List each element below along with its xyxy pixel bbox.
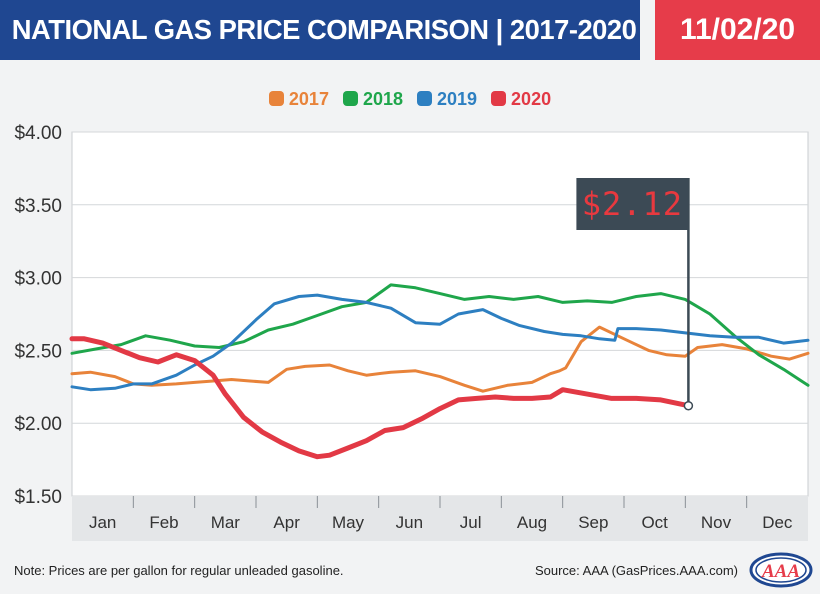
x-tick-label: Jun <box>396 513 423 532</box>
source-credit: Source: AAA (GasPrices.AAA.com) <box>534 563 738 578</box>
y-tick-label: $2.00 <box>14 414 62 435</box>
y-tick-label: $3.50 <box>14 196 62 217</box>
x-tick-label: Apr <box>273 513 300 532</box>
x-tick-label: Dec <box>762 513 793 532</box>
legend-label-2017: 2017 <box>288 89 329 109</box>
y-tick-label: $3.00 <box>14 269 62 290</box>
date-badge: 11/02/20 <box>655 0 820 60</box>
x-tick-label: Mar <box>211 513 241 532</box>
y-tick-label: $1.50 <box>14 487 62 508</box>
chart-title: NATIONAL GAS PRICE COMPARISON | 2017-202… <box>0 0 640 60</box>
x-tick-label: Oct <box>641 513 668 532</box>
callout-label: $2.12 <box>582 185 683 223</box>
x-tick-label: Sep <box>578 513 608 532</box>
legend-swatch-2020 <box>491 91 507 106</box>
callout-point <box>683 400 694 411</box>
x-tick-label: Feb <box>149 513 178 532</box>
x-tick-label: Aug <box>517 513 547 532</box>
footnote: Note: Prices are per gallon for regular … <box>14 563 344 578</box>
plot-area <box>71 131 809 497</box>
legend-item-2017: 2017 <box>268 86 329 112</box>
y-tick-label: $2.50 <box>14 341 62 362</box>
callout-box <box>576 178 689 230</box>
series-line-2019 <box>70 293 810 392</box>
legend: 2017 2018 2019 2020 <box>0 86 820 112</box>
legend-swatch-2017 <box>268 91 284 106</box>
legend-label-2020: 2020 <box>511 89 552 109</box>
y-tick-label: $4.00 <box>14 123 62 144</box>
legend-swatch-2019 <box>417 91 432 106</box>
x-tick-label: Nov <box>701 513 732 532</box>
aaa-logo-text: AAA <box>761 561 800 582</box>
x-tick-label: May <box>332 513 365 532</box>
series-line-2020 <box>69 336 691 460</box>
legend-item-2018: 2018 <box>342 86 403 112</box>
series-line-2018 <box>70 283 810 387</box>
header: NATIONAL GAS PRICE COMPARISON | 2017-202… <box>0 0 820 60</box>
legend-swatch-2018 <box>342 91 358 106</box>
legend-label-2018: 2018 <box>362 89 403 109</box>
legend-item-2020: 2020 <box>491 86 551 112</box>
legend-label-2019: 2019 <box>437 89 478 109</box>
line-chart: $1.50 $2.00 $2.50 $3.00 $3.50 $4.00 Jan Feb Mar A… <box>14 123 810 541</box>
x-tick-label: Jul <box>460 513 482 532</box>
x-tick-label: Jan <box>89 513 116 532</box>
aaa-logo: AAA <box>749 552 813 588</box>
legend-item-2019: 2019 <box>417 86 477 112</box>
series-line-2017 <box>70 325 810 393</box>
